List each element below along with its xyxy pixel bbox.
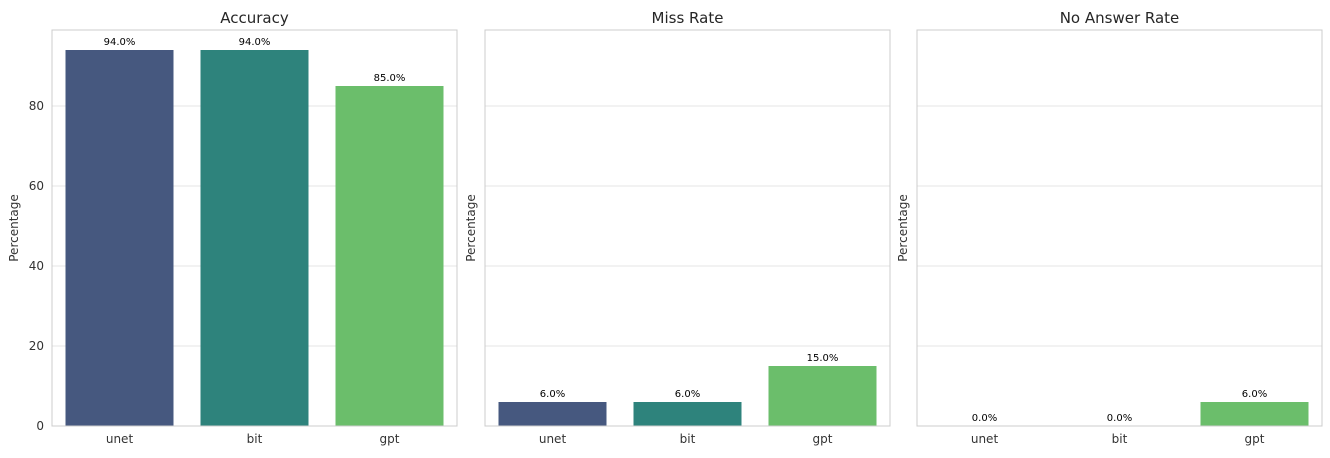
bar-unet	[498, 402, 607, 426]
y-axis-label: Percentage	[896, 194, 910, 262]
data-label-unet: 94.0%	[104, 37, 136, 48]
plot-frame	[916, 29, 1323, 427]
x-tick-label: unet	[971, 432, 999, 446]
chart-title: No Answer Rate	[1060, 9, 1180, 27]
chart-title: Miss Rate	[652, 9, 724, 27]
x-tick-label: unet	[106, 432, 134, 446]
y-tick-label: 80	[29, 99, 44, 113]
chart-panel-1: 94.0% unet 94.0% bit 85.0% gpt 0 20 40 60 80 Accura…	[7, 9, 458, 446]
chart-title: Accuracy	[220, 9, 289, 27]
x-tick-label: bit	[680, 432, 696, 446]
data-label-gpt: 15.0%	[807, 353, 839, 364]
plot-frame	[51, 29, 458, 427]
data-label-bit: 0.0%	[1107, 413, 1132, 424]
bar-gpt	[1200, 402, 1309, 426]
plot-frame	[484, 29, 891, 427]
data-label-gpt: 85.0%	[374, 73, 406, 84]
y-axis-label: Percentage	[7, 194, 21, 262]
chart-panel-2: 6.0% unet 6.0% bit 15.0% gpt Miss Rate Percenta…	[464, 9, 891, 446]
x-tick-label: gpt	[813, 432, 833, 446]
x-tick-label: gpt	[1245, 432, 1265, 446]
y-tick-label: 40	[29, 259, 44, 273]
y-tick-label: 60	[29, 179, 44, 193]
chart-panel-3: 0.0% unet 0.0% bit 6.0% gpt No Answer Rate Perc…	[896, 9, 1323, 446]
bar-gpt	[335, 86, 444, 426]
bar-bit	[200, 50, 309, 426]
x-tick-label: gpt	[380, 432, 400, 446]
data-label-unet: 6.0%	[540, 389, 565, 400]
bar-bit	[633, 402, 742, 426]
y-tick-label: 20	[29, 339, 44, 353]
data-label-bit: 6.0%	[675, 389, 700, 400]
data-label-unet: 0.0%	[972, 413, 997, 424]
x-tick-label: bit	[247, 432, 263, 446]
bar-gpt	[768, 366, 877, 426]
data-label-bit: 94.0%	[239, 37, 271, 48]
x-tick-label: bit	[1112, 432, 1128, 446]
bar-unet	[65, 50, 174, 426]
y-axis-label: Percentage	[464, 194, 478, 262]
data-label-gpt: 6.0%	[1242, 389, 1267, 400]
x-tick-label: unet	[539, 432, 567, 446]
y-tick-label: 0	[36, 419, 44, 433]
